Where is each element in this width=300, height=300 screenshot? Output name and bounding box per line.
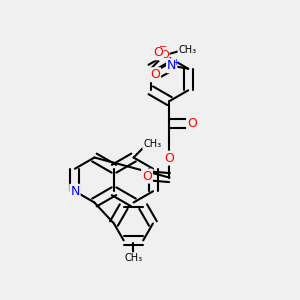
Text: O: O bbox=[150, 68, 160, 81]
Text: −: − bbox=[159, 42, 167, 52]
Text: O: O bbox=[153, 46, 163, 59]
Text: CH₃: CH₃ bbox=[178, 45, 196, 55]
Text: O: O bbox=[160, 50, 169, 60]
Text: O: O bbox=[142, 169, 152, 183]
Text: +: + bbox=[172, 58, 179, 67]
Text: N: N bbox=[167, 59, 176, 72]
Text: CH₃: CH₃ bbox=[124, 253, 142, 263]
Text: O: O bbox=[187, 117, 197, 130]
Text: O: O bbox=[165, 152, 174, 165]
Text: N: N bbox=[70, 185, 80, 198]
Text: CH₃: CH₃ bbox=[143, 139, 161, 149]
